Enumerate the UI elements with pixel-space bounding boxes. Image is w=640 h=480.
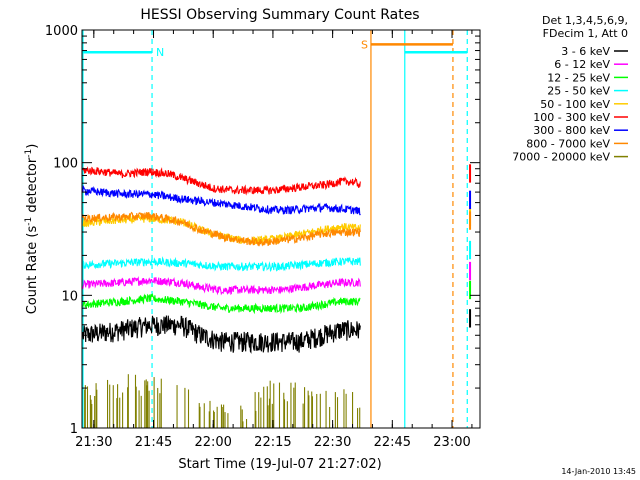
x-tick-label-22-00: 22:00 (194, 435, 231, 450)
series-line-12-25-kev (82, 292, 361, 315)
series-layer (82, 164, 472, 428)
legend-label-300-800-kev: 300 - 800 keV (533, 124, 610, 137)
series-line-50-100-kev (82, 214, 361, 245)
series-line-6-12-kev (82, 276, 361, 296)
series-6-12-kev (82, 261, 472, 296)
x-axis: 21:30 21:45 22:00 22:15 22:30 22:45 23:00 (75, 30, 473, 450)
flag-label-s: S (361, 38, 368, 51)
legend-label-12-25-kev: 12 - 25 keV (547, 71, 610, 84)
date-stamp: 14-Jan-2010 13:45 (561, 467, 636, 476)
legend-header-line-2: FDecim 1, Att 0 (543, 27, 628, 40)
x-tick-label-21-30: 21:30 (75, 435, 112, 450)
series-7000-20000-kev (84, 374, 361, 428)
series-300-800-kev (82, 184, 472, 216)
series-line-300-800-kev (82, 184, 361, 216)
flag-label-n: N (156, 46, 164, 59)
legend-label-3-6-kev: 3 - 6 keV (561, 45, 610, 58)
x-axis-label: Start Time (19-Jul-07 21:27:02) (178, 457, 381, 472)
legend-label-800-7000-kev: 800 - 7000 keV (526, 137, 610, 150)
series-3-6-kev (82, 309, 472, 354)
x-tick-label-22-30: 22:30 (314, 435, 351, 450)
event-markers (82, 30, 468, 428)
legend-header-line-1: Det 1,3,4,5,6,9, (542, 14, 628, 27)
series-800-7000-kev (82, 211, 472, 247)
series-line-3-6-kev (82, 315, 361, 354)
plot-frame (81, 29, 481, 429)
y-axis: 1 10 100 1000 (45, 24, 480, 437)
x-tick-label-21-45: 21:45 (135, 435, 172, 450)
legend: Det 1,3,4,5,6,9, FDecim 1, Att 0 3 - 6 k… (512, 14, 628, 164)
x-tick-label-22-45: 22:45 (374, 435, 411, 450)
legend-label-50-100-kev: 50 - 100 keV (540, 98, 610, 111)
series-line-800-7000-kev (82, 211, 361, 247)
y-tick-label-1: 1 (70, 422, 78, 437)
chart-title: HESSI Observing Summary Count Rates (140, 7, 419, 23)
y-tick-label-10: 10 (61, 289, 78, 304)
flag-layer: NS (82, 38, 468, 59)
x-tick-label-23-00: 23:00 (433, 435, 470, 450)
series-line-25-50-kev (82, 256, 361, 272)
legend-label-6-12-kev: 6 - 12 keV (554, 58, 610, 71)
series-12-25-kev (82, 280, 472, 315)
series-100-300-kev (82, 164, 472, 196)
x-tick-label-22-15: 22:15 (254, 435, 291, 450)
y-tick-label-100: 100 (53, 157, 78, 172)
series-25-50-kev (82, 240, 472, 272)
legend-label-100-300-kev: 100 - 300 keV (533, 111, 610, 124)
legend-label-7000-20000-kev: 7000 - 20000 keV (512, 151, 610, 164)
y-tick-label-1000: 1000 (45, 24, 78, 39)
series-line-100-300-kev (82, 166, 361, 196)
legend-label-25-50-kev: 25 - 50 keV (547, 85, 610, 98)
y-axis-label: Count Rate (s-1 detector-1) (24, 144, 40, 315)
